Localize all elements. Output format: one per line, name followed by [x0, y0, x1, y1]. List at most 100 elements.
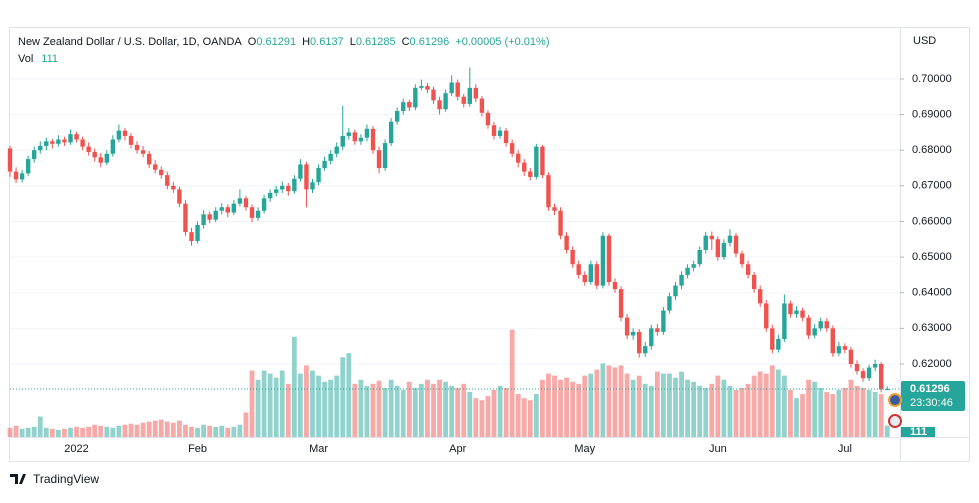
candle-body	[165, 175, 170, 186]
volume-bar	[830, 394, 836, 437]
volume-bar	[298, 373, 303, 437]
volume-bar	[388, 379, 394, 437]
volume-bar	[394, 385, 400, 437]
candles	[7, 67, 890, 393]
candle-body	[540, 146, 545, 176]
volume-bar	[515, 394, 521, 437]
candle-body	[407, 102, 412, 108]
ohlc-label: H	[302, 36, 310, 48]
volume-bar	[509, 329, 515, 437]
candle-body	[280, 185, 285, 190]
volume-bar	[219, 425, 225, 437]
volume-bar	[183, 424, 188, 437]
close-value: 0.61296	[410, 36, 450, 48]
candle-body	[443, 93, 448, 110]
candle-body	[588, 264, 593, 283]
volume-bar	[13, 425, 19, 437]
volume-bar	[92, 424, 98, 437]
candle-body	[594, 264, 600, 286]
volume-bar	[588, 373, 594, 437]
candle-body	[286, 185, 291, 192]
volume-bar	[170, 422, 176, 437]
candle-body	[340, 135, 345, 147]
volume-bar	[473, 398, 479, 437]
volume-bar	[31, 426, 37, 437]
candle-body	[183, 203, 188, 233]
logo-icon	[10, 474, 26, 484]
volume-bar	[527, 400, 533, 437]
volume-bar	[116, 425, 122, 437]
volume-bar	[291, 336, 297, 437]
volume-bar	[412, 387, 418, 437]
volume-bar	[854, 385, 860, 437]
volume-bar	[866, 389, 872, 437]
volume-bar	[497, 385, 503, 437]
volume-bar	[86, 426, 92, 437]
candle-body	[74, 134, 79, 140]
volume-bar	[328, 379, 334, 437]
volume-bar	[255, 379, 261, 437]
volume-bar	[164, 421, 170, 437]
volume-bar	[679, 371, 684, 437]
candle-body	[104, 153, 109, 163]
unit-label: USD	[913, 35, 936, 47]
candle-body	[618, 289, 624, 318]
volume-bar	[552, 375, 557, 437]
volume-bar	[745, 383, 751, 437]
volume-bar	[261, 370, 267, 437]
volume-bar	[316, 375, 321, 437]
candle-body	[606, 235, 612, 283]
candle-body	[709, 235, 714, 240]
candle-body	[304, 164, 309, 190]
y-tick-label: 0.70000	[912, 73, 952, 85]
volume-bar	[546, 373, 551, 437]
candle-body	[334, 146, 339, 154]
volume-bar	[158, 419, 164, 437]
candle-body	[479, 98, 485, 113]
volume-bar	[576, 383, 582, 437]
volume-bar	[195, 427, 200, 437]
candle-body	[328, 153, 333, 161]
volume-bar	[860, 387, 866, 437]
volume-bar	[691, 381, 697, 437]
candle-body	[866, 367, 872, 379]
candle-body	[13, 171, 19, 180]
volume-bar	[110, 427, 116, 437]
candle-body	[776, 339, 781, 350]
volume-bar	[818, 387, 824, 437]
candle-body	[413, 87, 418, 108]
volume-bar	[491, 389, 497, 437]
volume-bar	[642, 383, 648, 437]
candle-body	[582, 274, 587, 283]
volume-bar	[104, 426, 110, 437]
volume-bar	[521, 398, 527, 437]
candle-body	[576, 264, 581, 275]
candle-body	[80, 139, 85, 147]
volume-bar	[43, 427, 49, 437]
candle-body	[122, 130, 128, 136]
volume-bar	[654, 371, 660, 437]
volume-bar	[346, 353, 352, 437]
candle-body	[213, 210, 218, 220]
candle-body	[92, 151, 97, 158]
volume-bar	[533, 394, 539, 437]
candle-body	[44, 141, 49, 146]
volume-bar	[648, 385, 654, 437]
volume-bar	[358, 379, 364, 437]
volume-bar	[25, 427, 31, 437]
volume-bar	[122, 424, 128, 437]
volume-bar	[788, 389, 793, 437]
candle-body	[649, 328, 654, 347]
volume-bar	[739, 387, 745, 437]
volume-bar	[419, 383, 424, 437]
candle-body	[243, 198, 249, 208]
grid	[10, 78, 900, 365]
candle-body	[274, 189, 279, 193]
header: New Zealand Dollar / U.S. Dollar, 1D, OA…	[18, 36, 549, 48]
volume-bar	[618, 365, 624, 437]
candle-body	[491, 125, 497, 136]
candle-body	[818, 321, 823, 329]
candle-body	[673, 285, 678, 297]
volume-bar	[600, 363, 606, 437]
volume-bar	[503, 387, 509, 437]
